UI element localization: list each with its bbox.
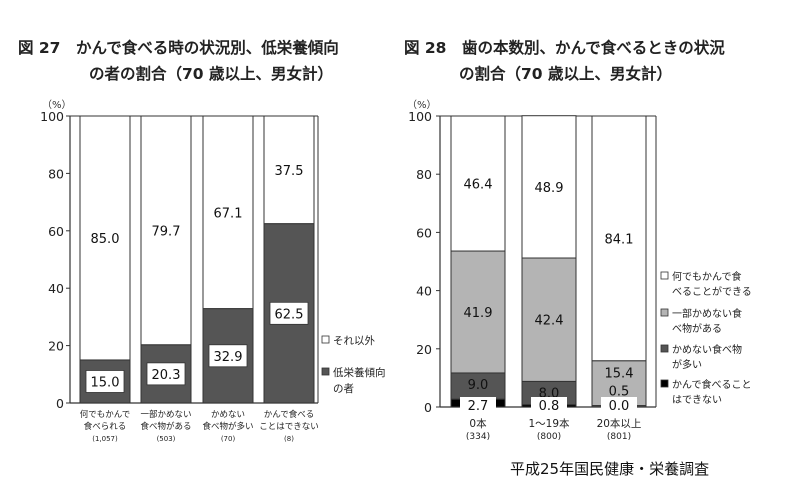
chart1-title-line2: の者の割合（70 歳以上、男女計） xyxy=(89,65,333,83)
chart1-ytick-100: 100 xyxy=(40,109,64,124)
chart2-legend-label-0-l1: 何でもかんで食 xyxy=(672,270,742,283)
chart2-title-line1: 図 28 歯の本数別、かんで食べるときの状況 xyxy=(404,39,725,57)
chart1-title-line1: 図 27 かんで食べる時の状況別、低栄養傾向 xyxy=(18,39,339,57)
chart1-ytick-0: 0 xyxy=(56,396,64,411)
chart2-ytick-0: 0 xyxy=(424,400,432,415)
chart1-xlabel-0-l1: 何でもかんで xyxy=(80,409,131,420)
chart1-datalabel-1-s1: 79.7 xyxy=(152,224,181,239)
chart1-xlabel-2-l2: 食べ物が多い xyxy=(202,421,253,432)
chart2-datalabel-2-s1: 0.5 xyxy=(609,385,630,400)
chart1-legend-label-1-l2: の者 xyxy=(333,383,354,395)
chart1-label-box xyxy=(269,301,309,325)
chart2-label-box xyxy=(460,397,496,414)
chart1-datalabel-1-s0: 20.3 xyxy=(152,368,181,383)
chart2-legend-label-2-l2: が多い xyxy=(672,358,702,371)
chart2-bar-0-s2 xyxy=(450,250,506,374)
chart1-xlabel-2-l1: かめない xyxy=(211,410,245,420)
chart2-legend-swatch-2 xyxy=(660,344,669,353)
chart2-label-box xyxy=(531,397,567,414)
chart2-datalabel-1-s0: 0.8 xyxy=(539,399,560,414)
chart1-xlabel-3-n: (8) xyxy=(284,435,294,443)
chart1-datalabel-0-s1: 85.0 xyxy=(91,232,120,247)
chart2-legend-label-0-l2: べることができる xyxy=(672,285,752,298)
chart2-ytick-20: 20 xyxy=(416,342,432,357)
source-note: 平成25年国民健康・栄養調査 xyxy=(510,460,710,478)
chart2-legend-swatch-0 xyxy=(660,271,669,280)
chart2-datalabel-1-s3: 48.9 xyxy=(535,181,564,196)
chart1-xlabel-1-l2: 食べ物がある xyxy=(140,421,191,432)
chart1-legend-swatch-1 xyxy=(321,367,330,376)
chart2-yunit: （%） xyxy=(407,99,437,111)
chart1-datalabel-0-s0: 15.0 xyxy=(91,375,120,390)
chart2-title-line2: の割合（70 歳以上、男女計） xyxy=(459,65,672,83)
chart2-legend-label-3-l1: かんで食べること xyxy=(672,378,752,391)
chart2-legend-label-1-l1: 一部かめない食 xyxy=(672,307,742,320)
chart2-legend-label-2-l1: かめない食べ物 xyxy=(672,343,742,356)
chart2-datalabel-0-s2: 41.9 xyxy=(464,306,493,321)
chart2-xlabel-1-n: (800) xyxy=(537,432,561,442)
chart1-xlabel-1-l1: 一部かめない xyxy=(140,409,191,420)
chart1-bar-0-s1 xyxy=(79,115,131,361)
chart2-legend-swatch-1 xyxy=(660,308,669,317)
chart1-label-box xyxy=(208,344,248,368)
chart2-datalabel-2-s0: 0.0 xyxy=(609,399,630,414)
chart1-ytick-20: 20 xyxy=(48,339,64,354)
chart2-ytick-100: 100 xyxy=(408,109,432,124)
chart2-xlabel-2-n: (801) xyxy=(607,432,631,442)
chart2-xlabel-0-n: (334) xyxy=(466,432,490,442)
chart1-datalabel-2-s0: 32.9 xyxy=(214,350,243,365)
chart2-legend-label-3-l2: はできない xyxy=(672,394,722,406)
chart2-datalabel-0-s3: 46.4 xyxy=(464,178,493,193)
chart1-bar-3-s1 xyxy=(263,115,315,225)
chart2-bar-0-s3 xyxy=(450,115,506,252)
chart1-xlabel-3-l2: ことはできない xyxy=(259,422,319,432)
chart1-legend-swatch-0 xyxy=(321,335,330,344)
chart2-datalabel-0-s1: 9.0 xyxy=(468,378,489,393)
chart1-label-box xyxy=(85,370,125,393)
chart1-ytick-40: 40 xyxy=(48,281,64,296)
chart1-datalabel-2-s1: 67.1 xyxy=(214,206,243,221)
chart2-bar-2-s3 xyxy=(591,115,647,362)
chart1-xlabel-0-l2: 食べられる xyxy=(84,421,127,432)
chart1-bar-1-s1 xyxy=(140,115,192,346)
chart2-label-box xyxy=(601,397,637,414)
chart2-xlabel-2: 20本以上 xyxy=(597,417,642,430)
chart2-datalabel-2-s2: 15.4 xyxy=(605,367,634,382)
chart1-legend-label-0: それ以外 xyxy=(333,335,375,347)
chart1-xlabel-1-n: (503) xyxy=(157,435,176,443)
chart1-ytick-60: 60 xyxy=(48,224,64,239)
chart1-datalabel-3-s0: 62.5 xyxy=(275,307,304,322)
chart2-bar-1-s3 xyxy=(521,115,577,259)
chart1-label-box xyxy=(146,362,186,386)
chart2-xlabel-0: 0本 xyxy=(469,417,487,430)
chart1-xlabel-2-n: (70) xyxy=(221,435,236,443)
chart1-legend-label-1-l1: 低栄養傾向 xyxy=(333,366,386,379)
chart1-yunit: （%） xyxy=(42,99,72,111)
chart1-xlabel-3-l1: かんで食べる xyxy=(264,409,315,420)
chart2-ytick-80: 80 xyxy=(416,167,432,182)
chart2-bar-1-s2 xyxy=(521,257,577,382)
chart2-xlabel-1: 1～19本 xyxy=(528,417,570,430)
chart2-datalabel-0-s0: 2.7 xyxy=(468,399,489,414)
chart1-bar-2-s1 xyxy=(202,115,254,310)
chart2-legend-swatch-3 xyxy=(660,379,669,388)
chart2-ytick-60: 60 xyxy=(416,225,432,240)
chart2-datalabel-1-s2: 42.4 xyxy=(535,314,564,329)
chart1-ytick-80: 80 xyxy=(48,166,64,181)
chart2-legend-label-1-l2: べ物がある xyxy=(672,322,722,335)
chart2-datalabel-2-s3: 84.1 xyxy=(605,232,634,247)
chart1-xlabel-0-n: (1,057) xyxy=(92,435,118,443)
chart1-datalabel-3-s1: 37.5 xyxy=(275,164,304,179)
chart2-ytick-40: 40 xyxy=(416,284,432,299)
